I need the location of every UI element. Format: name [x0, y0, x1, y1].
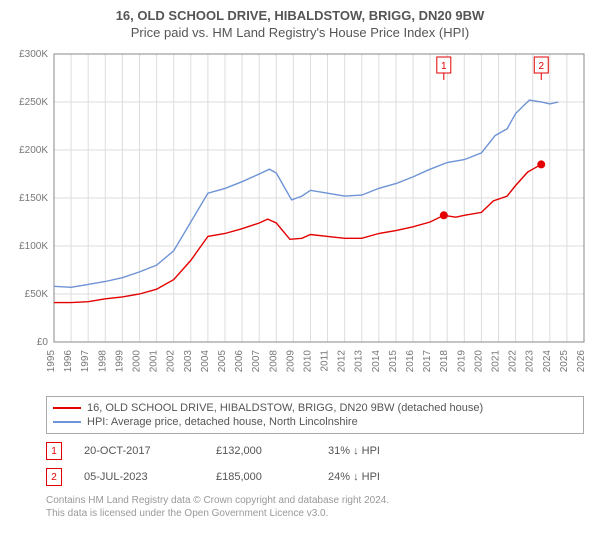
svg-text:2005: 2005	[217, 350, 228, 373]
svg-text:2018: 2018	[439, 350, 450, 373]
event-date: 05-JUL-2023	[84, 471, 194, 483]
svg-text:2003: 2003	[183, 350, 194, 373]
event-price: £132,000	[216, 445, 306, 457]
svg-text:1998: 1998	[97, 350, 108, 373]
svg-text:2025: 2025	[559, 350, 570, 373]
svg-text:2022: 2022	[508, 350, 519, 373]
legend-item: 16, OLD SCHOOL DRIVE, HIBALDSTOW, BRIGG,…	[53, 401, 577, 415]
svg-text:£150K: £150K	[19, 193, 48, 204]
legend-label: 16, OLD SCHOOL DRIVE, HIBALDSTOW, BRIGG,…	[87, 402, 483, 414]
svg-text:2017: 2017	[422, 350, 433, 373]
svg-text:£50K: £50K	[25, 289, 49, 300]
svg-text:2016: 2016	[405, 350, 416, 373]
svg-text:2: 2	[538, 61, 544, 72]
svg-text:2024: 2024	[542, 350, 553, 373]
event-badge: 1	[46, 442, 62, 460]
svg-text:2006: 2006	[234, 350, 245, 373]
event-price: £185,000	[216, 471, 306, 483]
svg-text:£0: £0	[37, 337, 49, 348]
svg-text:2023: 2023	[525, 350, 536, 373]
svg-text:1997: 1997	[80, 350, 91, 373]
legend-swatch	[53, 421, 81, 423]
svg-text:2020: 2020	[473, 350, 484, 373]
svg-text:1995: 1995	[46, 350, 57, 373]
footer-attribution: Contains HM Land Registry data © Crown c…	[46, 494, 584, 520]
legend-box: 16, OLD SCHOOL DRIVE, HIBALDSTOW, BRIGG,…	[46, 396, 584, 434]
event-row: 2 05-JUL-2023 £185,000 24% ↓ HPI	[46, 468, 584, 486]
svg-text:2000: 2000	[131, 350, 142, 373]
svg-text:1999: 1999	[114, 350, 125, 373]
svg-text:2007: 2007	[251, 350, 262, 373]
legend-label: HPI: Average price, detached house, Nort…	[87, 416, 358, 428]
event-delta: 24% ↓ HPI	[328, 471, 438, 483]
svg-text:2009: 2009	[285, 350, 296, 373]
chart-title: 16, OLD SCHOOL DRIVE, HIBALDSTOW, BRIGG,…	[10, 8, 590, 23]
svg-text:2012: 2012	[337, 350, 348, 373]
chart-svg: £0 £50K £100K £150K £200K £250K £300K 1995 1996 1…	[10, 46, 590, 386]
chart-container: 16, OLD SCHOOL DRIVE, HIBALDSTOW, BRIGG,…	[0, 0, 600, 526]
event-row: 1 20-OCT-2017 £132,000 31% ↓ HPI	[46, 442, 584, 460]
chart-plot: £0 £50K £100K £150K £200K £250K £300K 1995 1996 1…	[10, 46, 590, 386]
event-badge: 2	[46, 468, 62, 486]
svg-text:2008: 2008	[268, 350, 279, 373]
legend-swatch	[53, 407, 81, 409]
svg-text:1: 1	[441, 61, 447, 72]
svg-text:2015: 2015	[388, 350, 399, 373]
footer-line-1: Contains HM Land Registry data © Crown c…	[46, 494, 584, 507]
legend-item: HPI: Average price, detached house, Nort…	[53, 415, 577, 429]
svg-text:2014: 2014	[371, 350, 382, 373]
events-list: 1 20-OCT-2017 £132,000 31% ↓ HPI 2 05-JUL-202…	[46, 442, 584, 486]
svg-text:2021: 2021	[491, 350, 502, 373]
chart-subtitle: Price paid vs. HM Land Registry's House …	[10, 25, 590, 40]
footer-line-2: This data is licensed under the Open Gov…	[46, 507, 584, 520]
svg-text:£100K: £100K	[19, 241, 48, 252]
svg-text:2004: 2004	[200, 350, 211, 373]
svg-text:2011: 2011	[320, 350, 331, 372]
svg-text:£200K: £200K	[19, 145, 48, 156]
svg-text:1996: 1996	[63, 350, 74, 373]
svg-text:£300K: £300K	[19, 49, 48, 60]
event-date: 20-OCT-2017	[84, 445, 194, 457]
svg-text:2026: 2026	[576, 350, 587, 373]
svg-text:2013: 2013	[354, 350, 365, 373]
event-delta: 31% ↓ HPI	[328, 445, 438, 457]
svg-text:2019: 2019	[456, 350, 467, 373]
svg-text:2010: 2010	[302, 350, 313, 373]
svg-text:2002: 2002	[166, 350, 177, 373]
svg-text:£250K: £250K	[19, 97, 48, 108]
svg-text:2001: 2001	[149, 350, 160, 373]
